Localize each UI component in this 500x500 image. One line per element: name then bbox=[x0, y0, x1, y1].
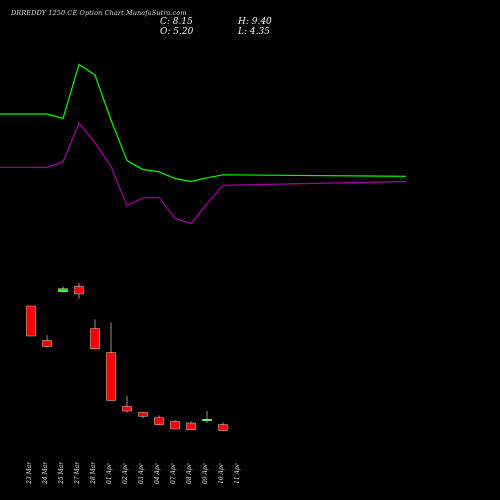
x-tick-label: 04 Apr bbox=[154, 462, 161, 484]
open-value: O: 5.20 bbox=[160, 27, 194, 37]
candle-body bbox=[186, 422, 196, 431]
x-tick-label: 09 Apr bbox=[202, 462, 209, 484]
candle bbox=[154, 415, 164, 426]
candle-body bbox=[106, 352, 116, 401]
x-tick-label: 07 Apr bbox=[170, 462, 177, 484]
candle-body bbox=[58, 288, 68, 292]
chart-title: DRREDDY 1250 CE Option Chart MunafaSutra… bbox=[11, 9, 187, 17]
candle bbox=[26, 305, 36, 337]
candle-body bbox=[202, 419, 212, 421]
x-tick-label: 03 Apr bbox=[138, 462, 145, 484]
x-tick-label: 27 Mar bbox=[74, 461, 81, 485]
x-tick-label: 28 Mar bbox=[90, 461, 97, 485]
x-tick-label: 24 Mar bbox=[42, 461, 49, 485]
candle bbox=[170, 420, 180, 430]
x-tick-label: 01 Apr bbox=[106, 462, 113, 484]
candle-body bbox=[138, 412, 148, 417]
candle bbox=[138, 411, 148, 419]
x-axis-tick-labels: 23 Mar 24 Mar 25 Mar 27 Mar 28 Mar 01 Apr 02 A… bbox=[26, 461, 241, 485]
candle-body bbox=[218, 424, 228, 431]
x-tick-label: 10 Apr bbox=[218, 462, 225, 484]
candle bbox=[218, 422, 228, 431]
candle bbox=[186, 421, 196, 431]
close-value: C: 8.15 bbox=[160, 17, 193, 27]
candle bbox=[58, 286, 68, 293]
candle bbox=[90, 319, 100, 350]
candle-body bbox=[42, 340, 52, 347]
candle-body bbox=[90, 328, 100, 349]
x-tick-label: 08 Apr bbox=[186, 462, 193, 484]
candle-body bbox=[170, 421, 180, 430]
candle bbox=[106, 322, 116, 401]
candle-body bbox=[154, 417, 164, 425]
indicator-lines bbox=[0, 63, 407, 225]
candle-body bbox=[122, 406, 132, 412]
x-tick-label: 23 Mar bbox=[26, 461, 33, 485]
candle bbox=[42, 335, 52, 348]
candle bbox=[202, 411, 212, 423]
high-value: H: 9.40 bbox=[238, 17, 272, 27]
candle bbox=[74, 282, 84, 299]
x-tick-label: 25 Mar bbox=[58, 461, 65, 485]
candles bbox=[26, 282, 228, 431]
low-value: L: 4.35 bbox=[238, 27, 270, 37]
candle bbox=[122, 396, 132, 413]
candle-body bbox=[26, 305, 36, 337]
indicator-line-1 bbox=[0, 63, 407, 183]
candle-body bbox=[74, 286, 84, 295]
x-tick-label: 11 Apr bbox=[234, 462, 241, 484]
indicator-line-2 bbox=[0, 121, 407, 225]
x-tick-label: 02 Apr bbox=[122, 462, 129, 484]
